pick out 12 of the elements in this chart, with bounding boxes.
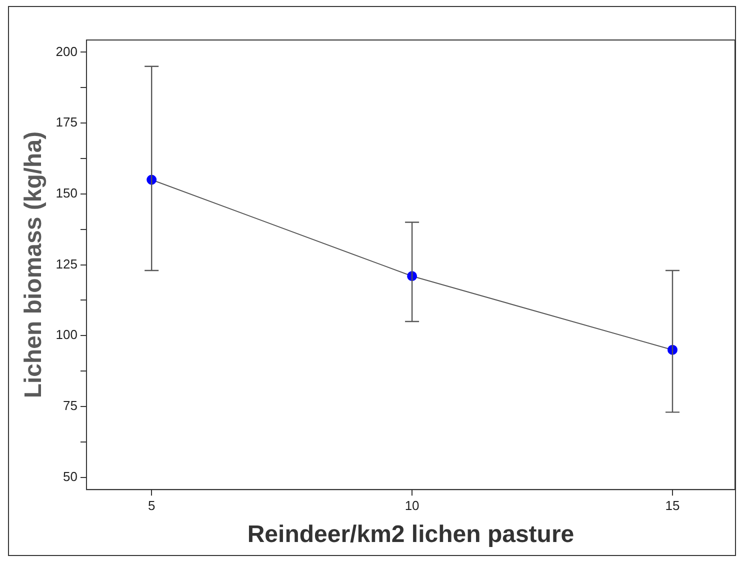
x-tick-label: 10 <box>404 498 420 513</box>
y-tick-label: 75 <box>63 398 78 414</box>
y-tick-label: 175 <box>56 114 78 130</box>
x-axis-title: Reindeer/km2 lichen pasture <box>247 521 574 548</box>
y-tick-label: 150 <box>56 186 78 201</box>
x-tick-label: 15 <box>665 498 680 513</box>
y-tick-label: 200 <box>56 44 78 59</box>
y-tick-label: 100 <box>56 327 78 342</box>
y-axis-title: Lichen biomass (kg/ha) <box>20 131 48 398</box>
y-tick-label: 50 <box>63 468 78 484</box>
x-tick-label: 5 <box>148 498 156 513</box>
y-tick-label: 125 <box>56 256 78 272</box>
